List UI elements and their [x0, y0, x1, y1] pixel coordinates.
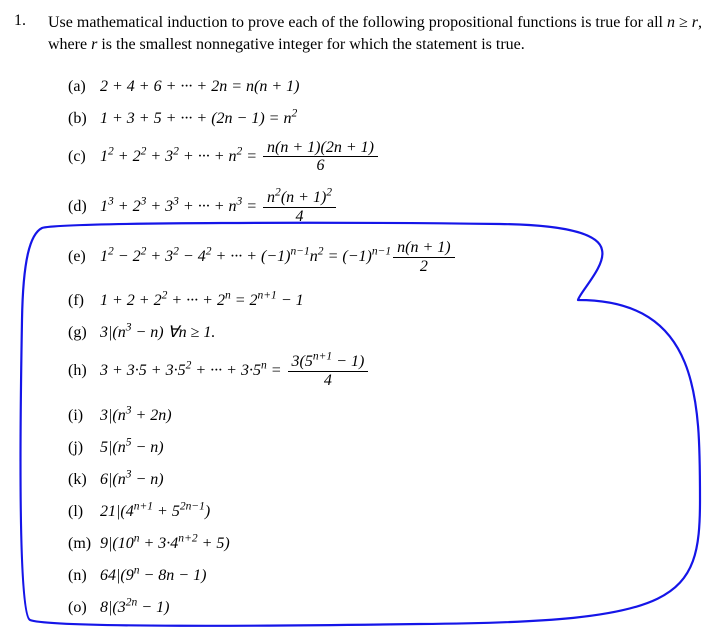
problem-number: 1.: [14, 12, 26, 30]
item-label: (d): [68, 195, 100, 219]
item-content: 5|(n5 − n): [100, 436, 164, 460]
item-content: 13 + 23 + 33 + ··· + n3 = n2(n + 1)24: [100, 189, 338, 225]
item-label: (g): [68, 321, 100, 345]
item-b: (b) 1 + 3 + 5 + ··· + (2n − 1) = n2: [68, 107, 702, 131]
item-content: 21|(4n+1 + 52n−1): [100, 500, 210, 524]
item-content: 3 + 3·5 + 3·52 + ··· + 3·5n = 3(5n+1 − 1…: [100, 353, 370, 389]
item-label: (e): [68, 245, 100, 269]
item-content: 8|(32n − 1): [100, 596, 169, 620]
item-content: 2 + 4 + 6 + ··· + 2n = n(n + 1): [100, 75, 299, 99]
item-content: 1 + 3 + 5 + ··· + (2n − 1) = n2: [100, 107, 297, 131]
item-label: (a): [68, 75, 100, 99]
item-label: (o): [68, 596, 100, 620]
item-content: 9|(10n + 3·4n+2 + 5): [100, 532, 230, 556]
item-label: (l): [68, 500, 100, 524]
item-label: (n): [68, 564, 100, 588]
item-j: (j) 5|(n5 − n): [68, 436, 702, 460]
item-label: (f): [68, 289, 100, 313]
item-content: 64|(9n − 8n − 1): [100, 564, 206, 588]
item-a: (a) 2 + 4 + 6 + ··· + 2n = n(n + 1): [68, 75, 702, 99]
item-h: (h) 3 + 3·5 + 3·52 + ··· + 3·5n = 3(5n+1…: [68, 353, 702, 389]
item-label: (j): [68, 436, 100, 460]
item-g: (g) 3|(n3 − n) ∀n ≥ 1.: [68, 321, 702, 345]
item-content: 12 + 22 + 32 + ··· + n2 = n(n + 1)(2n + …: [100, 139, 380, 175]
item-label: (m): [68, 532, 100, 556]
items-list: (a) 2 + 4 + 6 + ··· + 2n = n(n + 1) (b) …: [68, 75, 702, 620]
item-label: (i): [68, 404, 100, 428]
item-f: (f) 1 + 2 + 22 + ··· + 2n = 2n+1 − 1: [68, 289, 702, 313]
item-l: (l) 21|(4n+1 + 52n−1): [68, 500, 702, 524]
item-content: 12 − 22 + 32 − 42 + ··· + (−1)n−1n2 = (−…: [100, 239, 457, 275]
item-label: (b): [68, 107, 100, 131]
item-c: (c) 12 + 22 + 32 + ··· + n2 = n(n + 1)(2…: [68, 139, 702, 175]
item-label: (c): [68, 145, 100, 169]
item-label: (k): [68, 468, 100, 492]
intro-text-3: is the smallest nonnegative integer for …: [97, 36, 524, 53]
intro-text-1: Use mathematical induction to prove each…: [48, 14, 667, 31]
item-o: (o) 8|(32n − 1): [68, 596, 702, 620]
item-m: (m) 9|(10n + 3·4n+2 + 5): [68, 532, 702, 556]
item-content: 3|(n3 − n) ∀n ≥ 1.: [100, 321, 215, 345]
item-n: (n) 64|(9n − 8n − 1): [68, 564, 702, 588]
item-content: 6|(n3 − n): [100, 468, 164, 492]
item-i: (i) 3|(n3 + 2n): [68, 404, 702, 428]
item-label: (h): [68, 359, 100, 383]
problem-intro: Use mathematical induction to prove each…: [48, 12, 702, 57]
item-content: 3|(n3 + 2n): [100, 404, 172, 428]
item-e: (e) 12 − 22 + 32 − 42 + ··· + (−1)n−1n2 …: [68, 239, 702, 275]
item-content: 1 + 2 + 22 + ··· + 2n = 2n+1 − 1: [100, 289, 304, 313]
intro-math-1: n ≥ r: [667, 14, 698, 31]
item-k: (k) 6|(n3 − n): [68, 468, 702, 492]
item-d: (d) 13 + 23 + 33 + ··· + n3 = n2(n + 1)2…: [68, 189, 702, 225]
